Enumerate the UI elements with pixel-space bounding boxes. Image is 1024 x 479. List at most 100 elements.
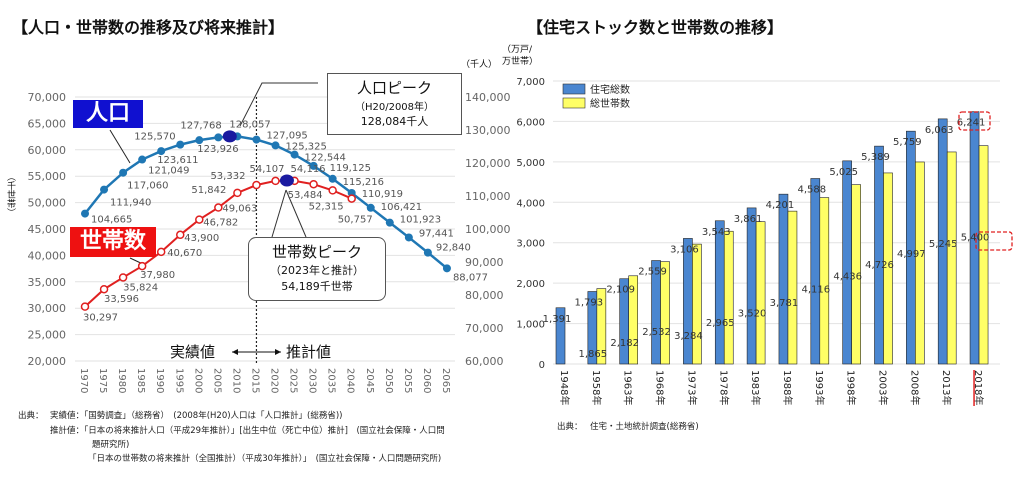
households-point [252,180,261,190]
housing-data-label: 3,106 [670,244,699,255]
population-point [138,155,147,164]
x-tick-label: 2050 [383,368,394,393]
households-point [137,261,147,271]
population-point [176,140,185,149]
households-bar [628,275,639,365]
bar-x-tick-label: 1973年 [685,370,698,405]
bar-x-tick-label: 1993年 [813,370,826,405]
bar-x-tick-label: 2008年 [908,370,921,405]
bar-x-tick-label: 2003年 [877,370,890,405]
x-tick-label: 2045 [364,368,375,393]
right-y-tick-label: 140,000 [465,91,511,104]
housing-bar [906,130,916,365]
households-data-label: 3,284 [674,331,703,342]
bar-x-tick-label: 1978年 [717,370,730,405]
housing-bar [746,207,757,365]
right-y-tick-label: 100,000 [465,223,511,236]
households-peak-title: 世帯数ピーク [271,243,362,261]
housing-data-label: 4,588 [797,185,826,196]
households-data-label: 50,757 [338,215,373,226]
bar-x-tick-label: 2013年 [940,370,953,405]
households-bar [946,151,957,365]
households-bar [787,210,798,365]
households-point [99,284,109,294]
highlight-box-households-2018 [975,231,1013,251]
population-point [119,168,128,177]
left-y-tick-label: 40,000 [28,249,67,262]
population-point [309,161,318,170]
right-y-tick-label: 90,000 [465,256,504,269]
left-source-label: 出典： [18,411,44,421]
left-y-tick-label: 70,000 [28,91,67,104]
bar-x-tick-label: 2018年 [972,370,985,405]
households-data-label: 3,520 [738,309,767,320]
x-tick-label: 2020 [269,368,280,393]
households-data-label: 4,116 [801,285,830,296]
population-data-label: 104,665 [91,215,132,226]
actual-values-label: 実績値 [170,343,216,361]
households-point [80,302,90,311]
population-point [195,136,204,145]
households-data-label: 2,965 [706,318,735,329]
left-source-line: 題研究所) [92,440,130,450]
x-tick-label: 2040 [345,368,356,393]
households-peak-callout: 世帯数ピーク （2023年と推計） 54,189千世帯 [248,237,386,301]
housing-bar [874,145,884,365]
housing-bar [810,178,821,365]
left-y-tick-label: 25,000 [28,329,67,342]
right-y-tick-label: 120,000 [465,157,511,170]
right-y-tick-label: 110,000 [465,190,511,203]
population-peak-marker [222,130,237,143]
x-tick-label: 2060 [421,368,432,393]
right-y-tick-label: 70,000 [465,322,504,335]
housing-bar [778,193,789,365]
population-point [100,185,109,194]
legend-label-housing: 住宅総数 [590,83,630,96]
population-peak-callout: 人口ピーク （H20/2008年） 128,084千人 [327,73,462,135]
bar-y-tick-label: 4,000 [516,198,545,209]
population-data-label: 122,544 [305,153,346,164]
legend-swatch-housing [562,83,586,95]
households-data-label: 2,532 [642,327,671,338]
population-point [366,203,375,212]
households-peak-marker [279,174,294,187]
households-point [309,179,318,189]
housing-data-label: 5,025 [829,167,858,178]
left-y-tick-label: 60,000 [28,144,67,157]
population-peak-sub: （H20/2008年） [354,102,435,113]
population-data-label: 125,570 [134,132,175,143]
housing-data-label: 3,861 [734,214,763,225]
population-data-label: 115,216 [343,177,384,188]
x-tick-label: 2065 [440,368,451,393]
x-tick-label: 1985 [135,368,146,393]
population-peak-title: 人口ピーク [356,79,432,97]
left-source-line: 推計値：「日本の将来推計人口（平成29年推計）」[出生中位（死亡中位）推計] (… [50,426,445,436]
households-data-label: 40,670 [167,248,202,259]
households-data-label: 4,997 [897,249,926,260]
households-point [118,273,128,282]
households-point [271,176,280,186]
bar-x-tick-label: 1988年 [781,370,794,405]
legend-label-households: 総世帯数 [590,97,630,110]
households-data-label: 33,596 [104,294,139,305]
right-chart-title: 【住宅ストック数と世帯数の推移】 [527,18,784,37]
housing-data-label: 2,109 [606,285,635,296]
households-bar [851,184,861,365]
households-point [156,247,166,257]
housing-data-label: 3,543 [702,227,731,238]
right-source-line: 住宅・土地統計調査(総務省) [590,422,699,432]
households-data-label: 2,182 [610,338,639,349]
x-tick-label: 1970 [78,368,89,393]
households-point [195,215,204,224]
left-axis-unit: （千世帯） [5,172,15,217]
housing-bar [842,160,852,365]
population-data-label: 121,049 [148,166,189,177]
households-data-label: 53,484 [288,190,323,201]
housing-data-label: 6,241 [957,118,986,129]
x-tick-label: 2000 [192,368,203,393]
population-point [214,133,223,142]
left-chart-title: 【人口・世帯数の推移及び将来推計】 [12,18,285,37]
bar-x-tick-label: 1948年 [558,370,571,405]
x-tick-label: 2010 [230,368,241,393]
bar-y-tick-label: 6,000 [516,117,545,128]
